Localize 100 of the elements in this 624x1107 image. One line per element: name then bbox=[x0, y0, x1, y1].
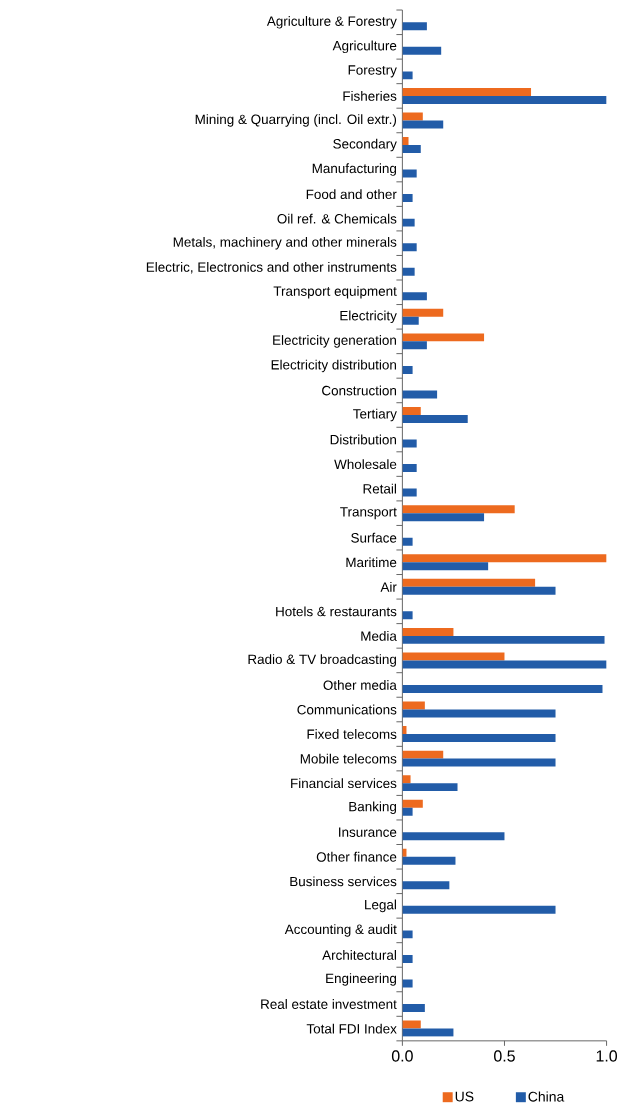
bar bbox=[402, 365, 413, 374]
bar bbox=[402, 513, 485, 522]
bar bbox=[402, 145, 422, 153]
bar bbox=[402, 194, 413, 203]
bar bbox=[402, 341, 428, 350]
y-tick-label: Mobile telecoms bbox=[301, 753, 397, 764]
bar bbox=[402, 783, 458, 792]
y-tick-label: Electricity bbox=[340, 310, 398, 324]
bar bbox=[402, 267, 415, 276]
bar bbox=[402, 407, 422, 415]
bar bbox=[402, 292, 428, 301]
bar bbox=[402, 734, 556, 743]
y-tick-label: Transport equipment bbox=[273, 286, 397, 299]
y-tick-label: Metals, machinery and other minerals bbox=[174, 236, 397, 250]
y-tick-label: Electricity distribution bbox=[271, 359, 397, 373]
bar bbox=[402, 46, 442, 55]
bar bbox=[402, 169, 417, 178]
bar bbox=[402, 505, 515, 514]
y-tick-label: Wholesale bbox=[334, 459, 397, 470]
bar bbox=[402, 537, 413, 546]
bar bbox=[402, 554, 607, 563]
y-tick-label: Communications bbox=[297, 704, 397, 715]
bar bbox=[402, 488, 417, 497]
y-tick-label: Oil ref. & Chemicals bbox=[277, 213, 397, 224]
bar bbox=[402, 807, 413, 816]
y-tick-label: Fisheries bbox=[343, 90, 397, 101]
bar bbox=[402, 87, 532, 96]
y-tick-label: Media bbox=[361, 630, 398, 641]
bar bbox=[402, 578, 536, 587]
y-tick-label: Mining & Quarrying (incl. Oil extr.) bbox=[195, 114, 397, 127]
y-tick-label: Other media bbox=[323, 680, 398, 690]
bar bbox=[402, 652, 505, 661]
y-tick-label: Architectural bbox=[322, 950, 397, 960]
bar bbox=[402, 979, 413, 988]
bar bbox=[402, 22, 428, 31]
y-tick-label: Total FDI Index bbox=[307, 1023, 397, 1034]
y-tick-label: Food and other bbox=[307, 189, 397, 200]
bar bbox=[402, 415, 468, 423]
bar bbox=[402, 627, 454, 636]
y-tick-label: Construction bbox=[322, 385, 397, 396]
y-tick-label: Other finance bbox=[317, 851, 397, 862]
y-tick-label: Insurance bbox=[339, 827, 397, 837]
y-tick-label: Agriculture bbox=[332, 40, 397, 54]
y-tick-label: Legal bbox=[365, 899, 397, 913]
y-tick-label: Agriculture & Forestry bbox=[267, 16, 398, 29]
bar bbox=[402, 218, 415, 227]
bar bbox=[402, 586, 556, 595]
bar bbox=[402, 775, 411, 784]
y-tick-label: Business services bbox=[290, 876, 397, 887]
bar bbox=[402, 758, 556, 767]
y-tick-label: Secondary bbox=[333, 138, 398, 152]
bar bbox=[402, 750, 444, 759]
y-tick-label: Banking bbox=[349, 801, 397, 814]
x-tick-label: 0.0 bbox=[392, 1050, 414, 1062]
y-tick-label: Hotels & restaurants bbox=[276, 606, 397, 617]
y-tick-label: Surface bbox=[351, 532, 397, 543]
y-tick-label: Electric, Electronics and other instruments bbox=[147, 262, 397, 274]
y-tick-label: Manufacturing bbox=[313, 163, 397, 176]
legend-label: US bbox=[455, 1091, 474, 1102]
y-tick-label: Forestry bbox=[348, 65, 398, 78]
y-tick-label: Real estate investment bbox=[261, 999, 397, 1009]
y-tick-label: Electricity generation bbox=[273, 335, 397, 348]
y-tick-label: Radio & TV broadcasting bbox=[248, 654, 397, 667]
x-tick-label: 0.5 bbox=[494, 1050, 516, 1062]
bar bbox=[402, 316, 419, 325]
y-tick-label: Fixed telecoms bbox=[307, 729, 397, 739]
bar bbox=[402, 390, 438, 399]
bar bbox=[402, 930, 413, 939]
bar bbox=[402, 611, 413, 620]
bar bbox=[402, 308, 444, 317]
bar bbox=[402, 832, 505, 841]
bar bbox=[402, 333, 485, 342]
bar bbox=[402, 905, 556, 914]
bar bbox=[402, 243, 417, 252]
bar bbox=[402, 137, 409, 146]
y-tick-label: Engineering bbox=[326, 973, 397, 986]
y-tick-label: Air bbox=[380, 581, 397, 592]
y-tick-label: Retail bbox=[363, 483, 397, 494]
bar bbox=[402, 701, 426, 710]
bar bbox=[402, 856, 456, 865]
y-tick-label: Tertiary bbox=[353, 408, 398, 422]
bar bbox=[402, 439, 417, 448]
y-tick-label: Accounting & audit bbox=[285, 924, 397, 937]
y-tick-label: Maritime bbox=[346, 557, 397, 568]
bar bbox=[402, 684, 603, 693]
bar bbox=[402, 464, 417, 473]
bar bbox=[402, 120, 444, 129]
bar bbox=[402, 881, 450, 890]
bar bbox=[402, 799, 424, 808]
bar bbox=[402, 71, 413, 80]
bar bbox=[402, 562, 489, 571]
legend-label: China bbox=[528, 1091, 565, 1102]
x-tick-label: 1.0 bbox=[596, 1050, 618, 1062]
y-tick-label: Financial services bbox=[291, 778, 397, 789]
bar bbox=[402, 1004, 426, 1012]
y-tick-label: Transport bbox=[340, 507, 398, 520]
bar bbox=[402, 660, 607, 669]
bar bbox=[402, 95, 607, 104]
bar bbox=[402, 954, 413, 963]
y-tick-label: Distribution bbox=[330, 434, 397, 445]
